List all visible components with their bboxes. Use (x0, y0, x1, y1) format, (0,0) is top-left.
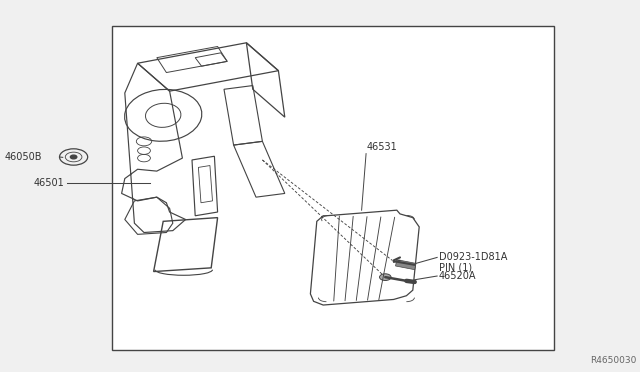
Bar (112, 26, 554, 350)
Polygon shape (396, 260, 416, 270)
Text: 46050B: 46050B (4, 153, 42, 162)
Text: 46520A: 46520A (439, 271, 477, 281)
Text: 46501: 46501 (33, 179, 64, 188)
Text: D0923-1D81A: D0923-1D81A (439, 253, 508, 262)
Circle shape (70, 155, 77, 159)
Text: 46531: 46531 (366, 142, 397, 152)
Text: R4650030: R4650030 (591, 356, 637, 365)
Circle shape (380, 274, 391, 280)
Text: PIN (1): PIN (1) (439, 262, 472, 272)
